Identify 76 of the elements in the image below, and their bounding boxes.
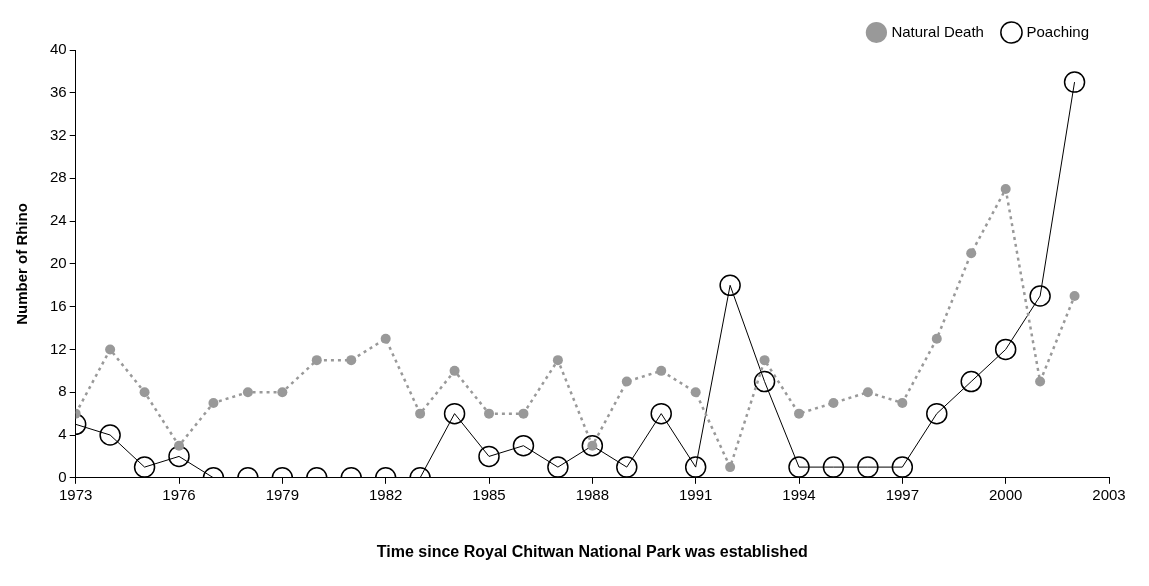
point	[753, 370, 776, 393]
point	[449, 365, 460, 376]
point	[1063, 71, 1086, 93]
x-tick-label: 1979	[265, 485, 300, 503]
point	[621, 376, 632, 387]
point	[931, 333, 942, 344]
x-tick-label: 1985	[472, 485, 506, 503]
point	[478, 445, 500, 468]
y-tick-label: 8	[58, 382, 67, 400]
point	[105, 344, 116, 355]
x-tick-label: 1994	[782, 485, 816, 503]
point	[966, 248, 977, 259]
point	[719, 274, 741, 297]
point	[1029, 285, 1051, 307]
point	[1069, 290, 1080, 301]
y-tick-label: 16	[50, 296, 67, 314]
point	[547, 456, 569, 478]
point	[242, 387, 253, 398]
x-tick-label: 2000	[988, 485, 1023, 503]
point	[512, 434, 535, 457]
point	[1000, 184, 1011, 195]
y-tick-label: 32	[50, 125, 67, 143]
point	[857, 456, 879, 478]
point	[759, 355, 770, 366]
point	[518, 408, 529, 419]
legend-label: Poaching	[1026, 22, 1090, 40]
point	[99, 424, 121, 446]
point	[788, 456, 810, 478]
point	[415, 408, 426, 419]
x-axis-title: Time since Royal Chitwan National Park was established	[376, 542, 808, 560]
point	[168, 445, 190, 468]
point	[897, 397, 908, 408]
legend-label: Natural Death	[891, 22, 984, 40]
y-tick-label: 4	[58, 425, 67, 443]
point	[208, 397, 219, 408]
point	[616, 456, 638, 478]
point	[650, 402, 672, 425]
point	[891, 456, 914, 478]
point	[380, 333, 391, 344]
point	[277, 387, 288, 398]
x-tick-label: 1982	[368, 485, 403, 503]
y-tick-label: 20	[50, 254, 67, 272]
point	[656, 365, 667, 376]
x-tick-label: 1991	[678, 485, 713, 503]
point	[552, 355, 563, 366]
y-axis-title: Number of Rhino	[13, 203, 31, 325]
point	[828, 397, 839, 408]
point	[484, 408, 495, 419]
x-tick-label: 1973	[59, 485, 93, 503]
point	[443, 402, 466, 425]
point	[690, 387, 701, 398]
point	[926, 402, 948, 425]
y-tick-label: 0	[58, 467, 67, 485]
point	[994, 338, 1017, 361]
point	[794, 408, 805, 419]
y-tick-label: 12	[50, 339, 67, 357]
point	[311, 355, 322, 366]
point	[139, 387, 150, 398]
point	[346, 355, 357, 366]
point	[862, 387, 873, 398]
y-tick-label: 28	[50, 168, 67, 186]
x-tick-label: 1976	[162, 485, 196, 503]
point	[174, 440, 185, 451]
point	[822, 456, 845, 478]
point	[684, 456, 707, 478]
x-tick-label: 2003	[1092, 485, 1126, 503]
y-tick-label: 40	[50, 40, 67, 58]
point	[133, 456, 156, 478]
y-tick-label: 36	[50, 82, 67, 100]
x-tick-label: 1988	[575, 485, 610, 503]
point	[1035, 376, 1046, 387]
x-tick-label: 1997	[885, 485, 920, 503]
y-tick-label: 24	[50, 211, 67, 229]
point	[725, 462, 736, 473]
point	[960, 370, 982, 393]
point	[581, 434, 604, 457]
